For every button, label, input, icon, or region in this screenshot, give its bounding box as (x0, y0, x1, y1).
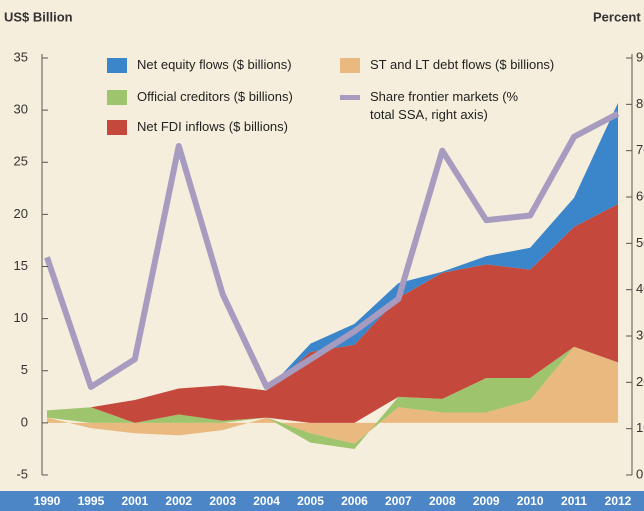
legend-item: ST and LT debt flows ($ billions) (340, 56, 580, 74)
y-tick-label: 5 (21, 362, 28, 377)
y2-tick-label: 20 (636, 374, 644, 389)
y2-tick-label: 50 (636, 235, 644, 250)
area (47, 102, 618, 411)
y2-tick-label: 90 (636, 49, 644, 64)
x-tick-label: 2012 (605, 494, 632, 508)
y2-tick-label: 0 (636, 466, 643, 481)
y-tick-label: 0 (21, 414, 28, 429)
area (47, 346, 618, 444)
x-tick-label: 2010 (517, 494, 544, 508)
y2-tick-label: 70 (636, 142, 644, 157)
legend-label: ST and LT debt flows ($ billions) (370, 57, 555, 72)
x-tick-label: 2001 (121, 494, 148, 508)
y2-tick-label: 40 (636, 281, 644, 296)
legend-swatch (107, 58, 127, 73)
y2-axis-label: Percent (593, 9, 641, 24)
x-tick-label: 2007 (385, 494, 412, 508)
legend-label: Official creditors ($ billions) (137, 89, 293, 104)
x-tick-label: 2011 (561, 494, 587, 508)
legend-label: Net equity flows ($ billions) (137, 57, 292, 72)
y-tick-label: 35 (14, 49, 28, 64)
x-tick-label: 2002 (165, 494, 192, 508)
legend-label: Net FDI inflows ($ billions) (137, 119, 288, 134)
legend-swatch (107, 120, 127, 135)
y-tick-label: 20 (14, 206, 28, 221)
legend-swatch (107, 90, 127, 105)
y2-tick-label: 60 (636, 188, 644, 203)
legend-item: Official creditors ($ billions) (107, 88, 307, 106)
x-axis-band (0, 491, 644, 511)
y-tick-label: 25 (14, 154, 28, 169)
legend-item: Net FDI inflows ($ billions) (107, 118, 307, 136)
y-tick-label: 10 (14, 310, 28, 325)
x-tick-label: 2003 (209, 494, 236, 508)
x-tick-label: 2006 (341, 494, 368, 508)
area (47, 346, 618, 449)
legend-swatch (340, 58, 360, 73)
area (47, 203, 618, 423)
x-tick-label: 1995 (78, 494, 105, 508)
y-axis-label: US$ Billion (4, 9, 73, 24)
legend-item: Net equity flows ($ billions) (107, 56, 307, 74)
legend-swatch (340, 95, 360, 100)
y-tick-label: 30 (14, 102, 28, 117)
x-tick-label: 2005 (297, 494, 324, 508)
y2-tick-label: 10 (636, 420, 644, 435)
legend-item: Share frontier markets (% total SSA, rig… (340, 88, 540, 124)
line (44, 110, 620, 390)
x-tick-label: 2008 (429, 494, 456, 508)
x-tick-label: 1990 (34, 494, 61, 508)
y-tick-label: -5 (16, 466, 28, 481)
x-tick-label: 2009 (473, 494, 500, 508)
y2-tick-label: 80 (636, 96, 644, 111)
y-tick-label: 15 (14, 258, 28, 273)
x-tick-label: 2004 (253, 494, 280, 508)
legend-label: Share frontier markets (% total SSA, rig… (370, 89, 519, 122)
y2-tick-label: 30 (636, 327, 644, 342)
